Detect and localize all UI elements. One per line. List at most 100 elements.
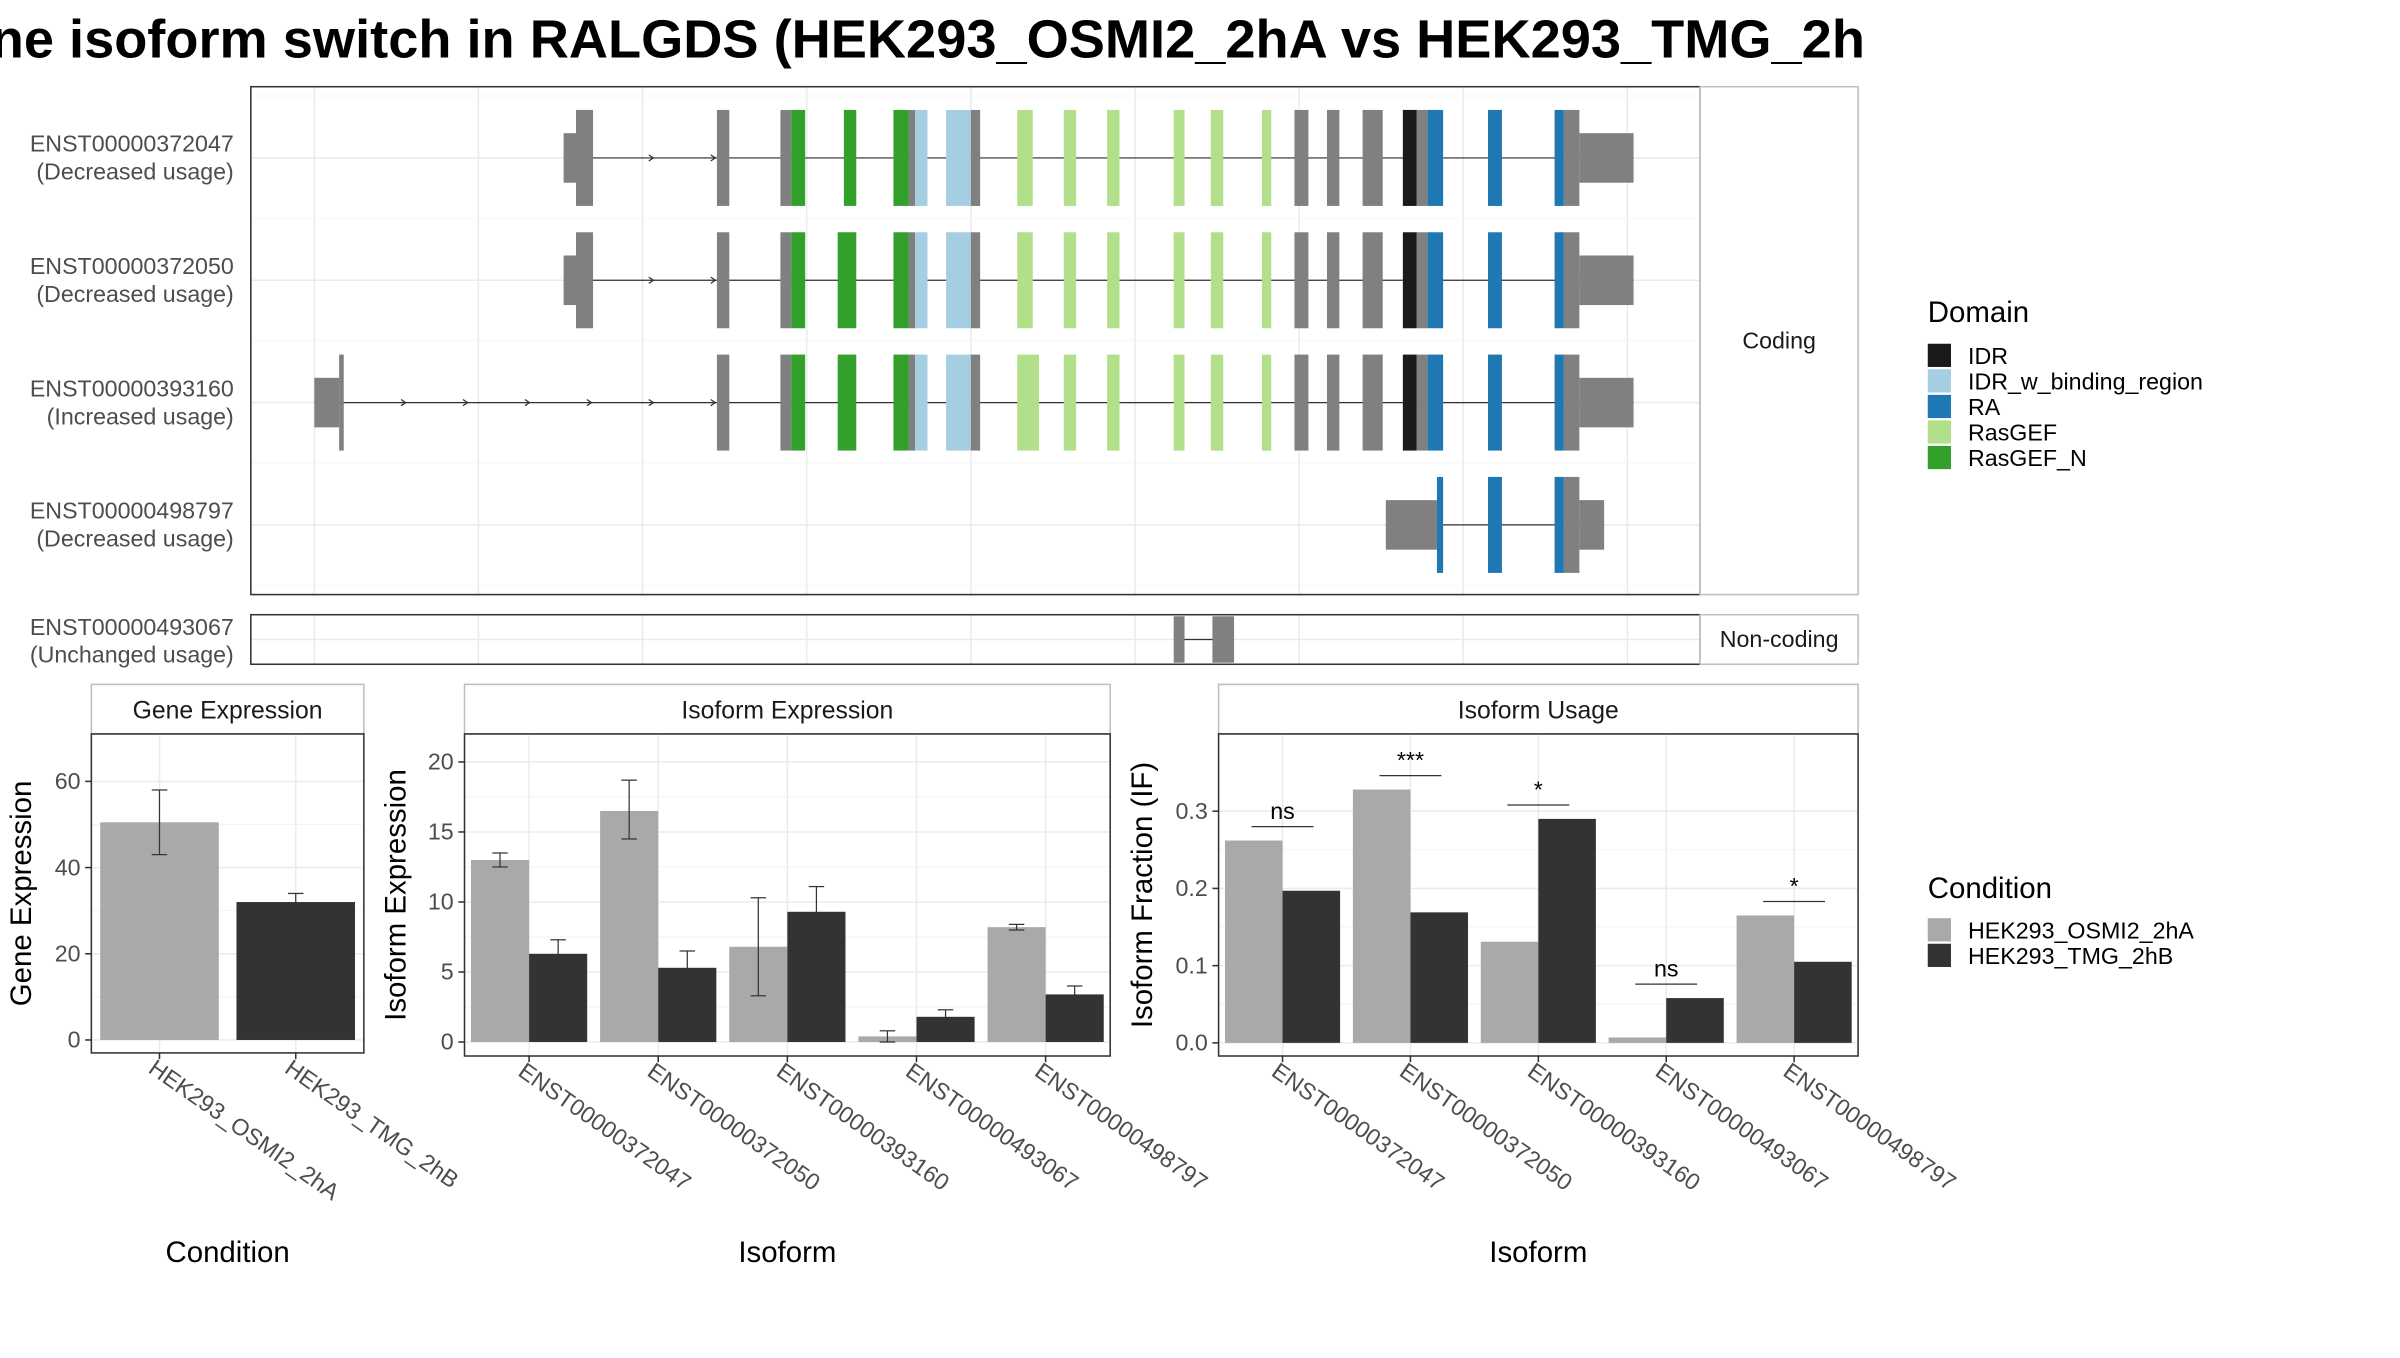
bar [1794,961,1852,1043]
y-tick-label: 60 [55,768,81,794]
bar [987,927,1046,1043]
exon-no-domain [1326,109,1340,206]
chart-border [463,733,1111,1057]
chart-strip [90,683,365,735]
exon-no-domain [780,354,792,451]
facet-label-noncoding: Non-coding [1720,626,1839,652]
exon-no-domain [716,354,730,451]
exon-IDR [1402,232,1417,329]
transcript-id-label: ENST00000372050 [30,253,234,279]
exon-no-domain [1579,377,1634,428]
transcript-usage-label: (Unchanged usage) [30,642,234,668]
exon-RasGEF [1017,232,1033,329]
exon-no-domain [1385,500,1437,550]
exon-no-domain [576,232,594,329]
transcript-id-label: ENST00000498797 [30,498,234,524]
domain-legend-swatch [1927,394,1951,419]
exon-no-domain [908,354,916,451]
exon-no-domain [1212,616,1235,663]
exon-IDR [1402,354,1417,451]
exon-no-domain [1294,354,1309,451]
bar [600,810,659,1043]
exon-RasGEF [1261,354,1272,451]
exon-RasGEF [1063,232,1077,329]
bar [470,859,530,1043]
exon-no-domain [1579,255,1634,306]
exon-RasGEF [1173,354,1185,451]
significance-label: ns [1654,955,1679,981]
domain-legend-label: RasGEF [1968,420,2057,446]
exon-no-domain [1416,109,1428,206]
exon-RasGEF [1210,354,1224,451]
chart-strip-title: Gene Expression [133,697,323,724]
exon-no-domain [1416,232,1428,329]
intron-arrow [586,398,593,407]
y-tick-label: 0 [68,1027,81,1053]
exon-no-domain [314,377,340,428]
y-axis-label: Isoform Expression [380,769,413,1021]
exon-RasGEF [1063,109,1077,206]
exon-RasGEF [1261,232,1272,329]
exon-RA [1436,476,1444,573]
facet-strip-coding [1699,85,1859,596]
exon-no-domain [970,354,981,451]
y-tick-label: 0.3 [1175,798,1207,824]
intron-arrow [710,276,717,284]
condition-legend-label: HEK293_OSMI2_2hA [1968,917,2194,943]
y-tick-label: 20 [55,941,81,967]
exon-RasGEF [1173,109,1185,206]
y-tick-label: 0.2 [1175,875,1207,901]
exon-RasGEF [1107,109,1120,206]
domain-legend-swatch [1927,369,1951,393]
exon-no-domain [1326,354,1340,451]
exon-RasGEF_N [791,354,806,451]
exon-no-domain [1362,354,1383,451]
significance-label: *** [1397,747,1424,773]
significance-label: * [1790,873,1799,899]
exon-RasGEF_N [893,232,909,329]
condition-legend-swatch [1927,943,1951,967]
exon-RasGEF [1173,232,1185,329]
y-tick-label: 0 [441,1029,454,1055]
bar [1480,941,1539,1043]
exon-RasGEF [1107,354,1120,451]
exon-RasGEF_N [893,354,909,451]
y-tick-label: 5 [441,959,454,985]
exon-IDR_w_binding_region [915,232,928,329]
exon-no-domain [780,109,792,206]
exon-no-domain [716,109,730,206]
condition-legend-swatch [1927,918,1951,942]
exon-no-domain [970,109,981,206]
y-axis-label: Isoform Fraction (IF) [1126,762,1159,1028]
intron-arrow [710,154,717,162]
bar [1224,840,1283,1043]
intron-arrow [400,398,407,407]
exon-no-domain [1362,232,1383,329]
chart-strip [1217,683,1859,735]
transcript-id-label: ENST00000493067 [30,614,234,640]
intron-arrow [648,276,655,284]
exon-RasGEF [1063,354,1077,451]
exon-no-domain [1416,354,1428,451]
exon-IDR_w_binding_region [946,232,971,329]
y-axis-label: Gene Expression [5,781,38,1007]
y-tick-label: 40 [55,854,81,880]
condition-legend-title: Condition [1928,872,2052,905]
exon-RA [1488,109,1502,206]
transcript-usage-label: (Decreased usage) [36,281,233,307]
intron-arrow [648,154,655,162]
exon-RA [1554,109,1564,206]
y-tick-label: 0.1 [1175,952,1207,978]
exon-RasGEF [1210,109,1224,206]
intron-arrow [648,398,655,407]
exon-no-domain [1362,109,1383,206]
exon-RA [1488,232,1502,329]
bar [1352,789,1411,1043]
significance-label: * [1534,776,1543,802]
chart-border [90,733,365,1054]
exon-no-domain [1563,232,1580,329]
domain-legend-label: IDR_w_binding_region [1968,368,2203,394]
exon-no-domain [576,109,594,206]
exon-no-domain [1579,500,1605,550]
